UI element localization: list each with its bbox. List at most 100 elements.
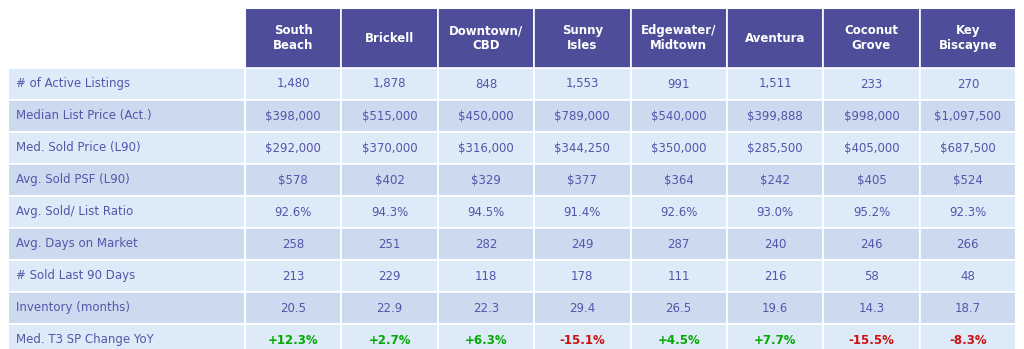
Text: $540,000: $540,000	[651, 110, 707, 122]
Bar	[920, 324, 1016, 349]
Bar	[631, 8, 727, 68]
Text: $578: $578	[279, 173, 308, 186]
Text: 93.0%: 93.0%	[757, 206, 794, 218]
Bar	[631, 228, 727, 260]
Text: -15.1%: -15.1%	[559, 334, 605, 347]
Text: Med. Sold Price (L90): Med. Sold Price (L90)	[16, 141, 140, 155]
Text: 95.2%: 95.2%	[853, 206, 890, 218]
Text: 1,553: 1,553	[565, 77, 599, 90]
Text: 991: 991	[668, 77, 690, 90]
Bar	[727, 68, 823, 100]
Text: 287: 287	[668, 238, 690, 251]
Bar	[341, 8, 437, 68]
Bar	[341, 228, 437, 260]
Bar	[727, 8, 823, 68]
Bar	[727, 260, 823, 292]
Text: 213: 213	[282, 269, 304, 282]
Bar	[8, 260, 245, 292]
Text: 48: 48	[961, 269, 975, 282]
Text: South
Beach: South Beach	[273, 24, 313, 52]
Text: $364: $364	[664, 173, 693, 186]
Bar	[8, 196, 245, 228]
Text: $316,000: $316,000	[458, 141, 514, 155]
Bar	[245, 100, 341, 132]
Text: Inventory (months): Inventory (months)	[16, 302, 130, 314]
Bar	[245, 196, 341, 228]
Bar	[823, 292, 920, 324]
Bar	[245, 8, 341, 68]
Text: $524: $524	[953, 173, 983, 186]
Text: $998,000: $998,000	[844, 110, 899, 122]
Bar	[727, 164, 823, 196]
Bar	[437, 228, 535, 260]
Text: 249: 249	[571, 238, 594, 251]
Text: Edgewater/
Midtown: Edgewater/ Midtown	[641, 24, 717, 52]
Text: Downtown/
CBD: Downtown/ CBD	[449, 24, 523, 52]
Text: $344,250: $344,250	[554, 141, 610, 155]
Text: $402: $402	[375, 173, 404, 186]
Bar	[920, 292, 1016, 324]
Bar	[245, 164, 341, 196]
Bar	[727, 228, 823, 260]
Bar	[8, 132, 245, 164]
Text: 22.9: 22.9	[377, 302, 402, 314]
Text: $350,000: $350,000	[651, 141, 707, 155]
Text: 118: 118	[475, 269, 497, 282]
Bar	[437, 292, 535, 324]
Bar	[920, 164, 1016, 196]
Bar	[631, 164, 727, 196]
Text: Avg. Sold PSF (L90): Avg. Sold PSF (L90)	[16, 173, 130, 186]
Text: Avg. Sold/ List Ratio: Avg. Sold/ List Ratio	[16, 206, 133, 218]
Text: $242: $242	[760, 173, 791, 186]
Text: 94.3%: 94.3%	[371, 206, 409, 218]
Bar	[631, 68, 727, 100]
Text: 178: 178	[571, 269, 594, 282]
Bar	[727, 324, 823, 349]
Bar	[823, 164, 920, 196]
Bar	[341, 324, 437, 349]
Bar	[341, 68, 437, 100]
Text: 19.6: 19.6	[762, 302, 788, 314]
Bar	[631, 260, 727, 292]
Bar	[535, 228, 631, 260]
Text: Med. T3 SP Change YoY: Med. T3 SP Change YoY	[16, 334, 154, 347]
Text: 18.7: 18.7	[954, 302, 981, 314]
Text: 92.6%: 92.6%	[660, 206, 697, 218]
Bar	[823, 68, 920, 100]
Bar	[437, 260, 535, 292]
Text: 229: 229	[378, 269, 400, 282]
Bar	[437, 8, 535, 68]
Text: Avg. Days on Market: Avg. Days on Market	[16, 238, 138, 251]
Bar	[727, 196, 823, 228]
Text: 233: 233	[860, 77, 883, 90]
Text: $370,000: $370,000	[361, 141, 418, 155]
Bar	[341, 132, 437, 164]
Bar	[437, 100, 535, 132]
Text: +12.3%: +12.3%	[268, 334, 318, 347]
Bar	[8, 292, 245, 324]
Text: 26.5: 26.5	[666, 302, 692, 314]
Text: $1,097,500: $1,097,500	[934, 110, 1001, 122]
Bar	[631, 100, 727, 132]
Text: 92.3%: 92.3%	[949, 206, 986, 218]
Bar	[8, 164, 245, 196]
Text: $515,000: $515,000	[361, 110, 418, 122]
Text: 1,878: 1,878	[373, 77, 407, 90]
Bar	[245, 292, 341, 324]
Bar	[727, 292, 823, 324]
Bar	[245, 132, 341, 164]
Bar	[823, 100, 920, 132]
Text: 216: 216	[764, 269, 786, 282]
Text: 258: 258	[282, 238, 304, 251]
Text: 14.3: 14.3	[858, 302, 885, 314]
Bar	[341, 196, 437, 228]
Text: +7.7%: +7.7%	[754, 334, 797, 347]
Text: $405: $405	[856, 173, 887, 186]
Text: -15.5%: -15.5%	[849, 334, 894, 347]
Text: Sunny
Isles: Sunny Isles	[562, 24, 603, 52]
Bar	[8, 228, 245, 260]
Bar	[631, 196, 727, 228]
Text: Brickell: Brickell	[365, 31, 414, 45]
Bar	[920, 132, 1016, 164]
Text: $398,000: $398,000	[265, 110, 321, 122]
